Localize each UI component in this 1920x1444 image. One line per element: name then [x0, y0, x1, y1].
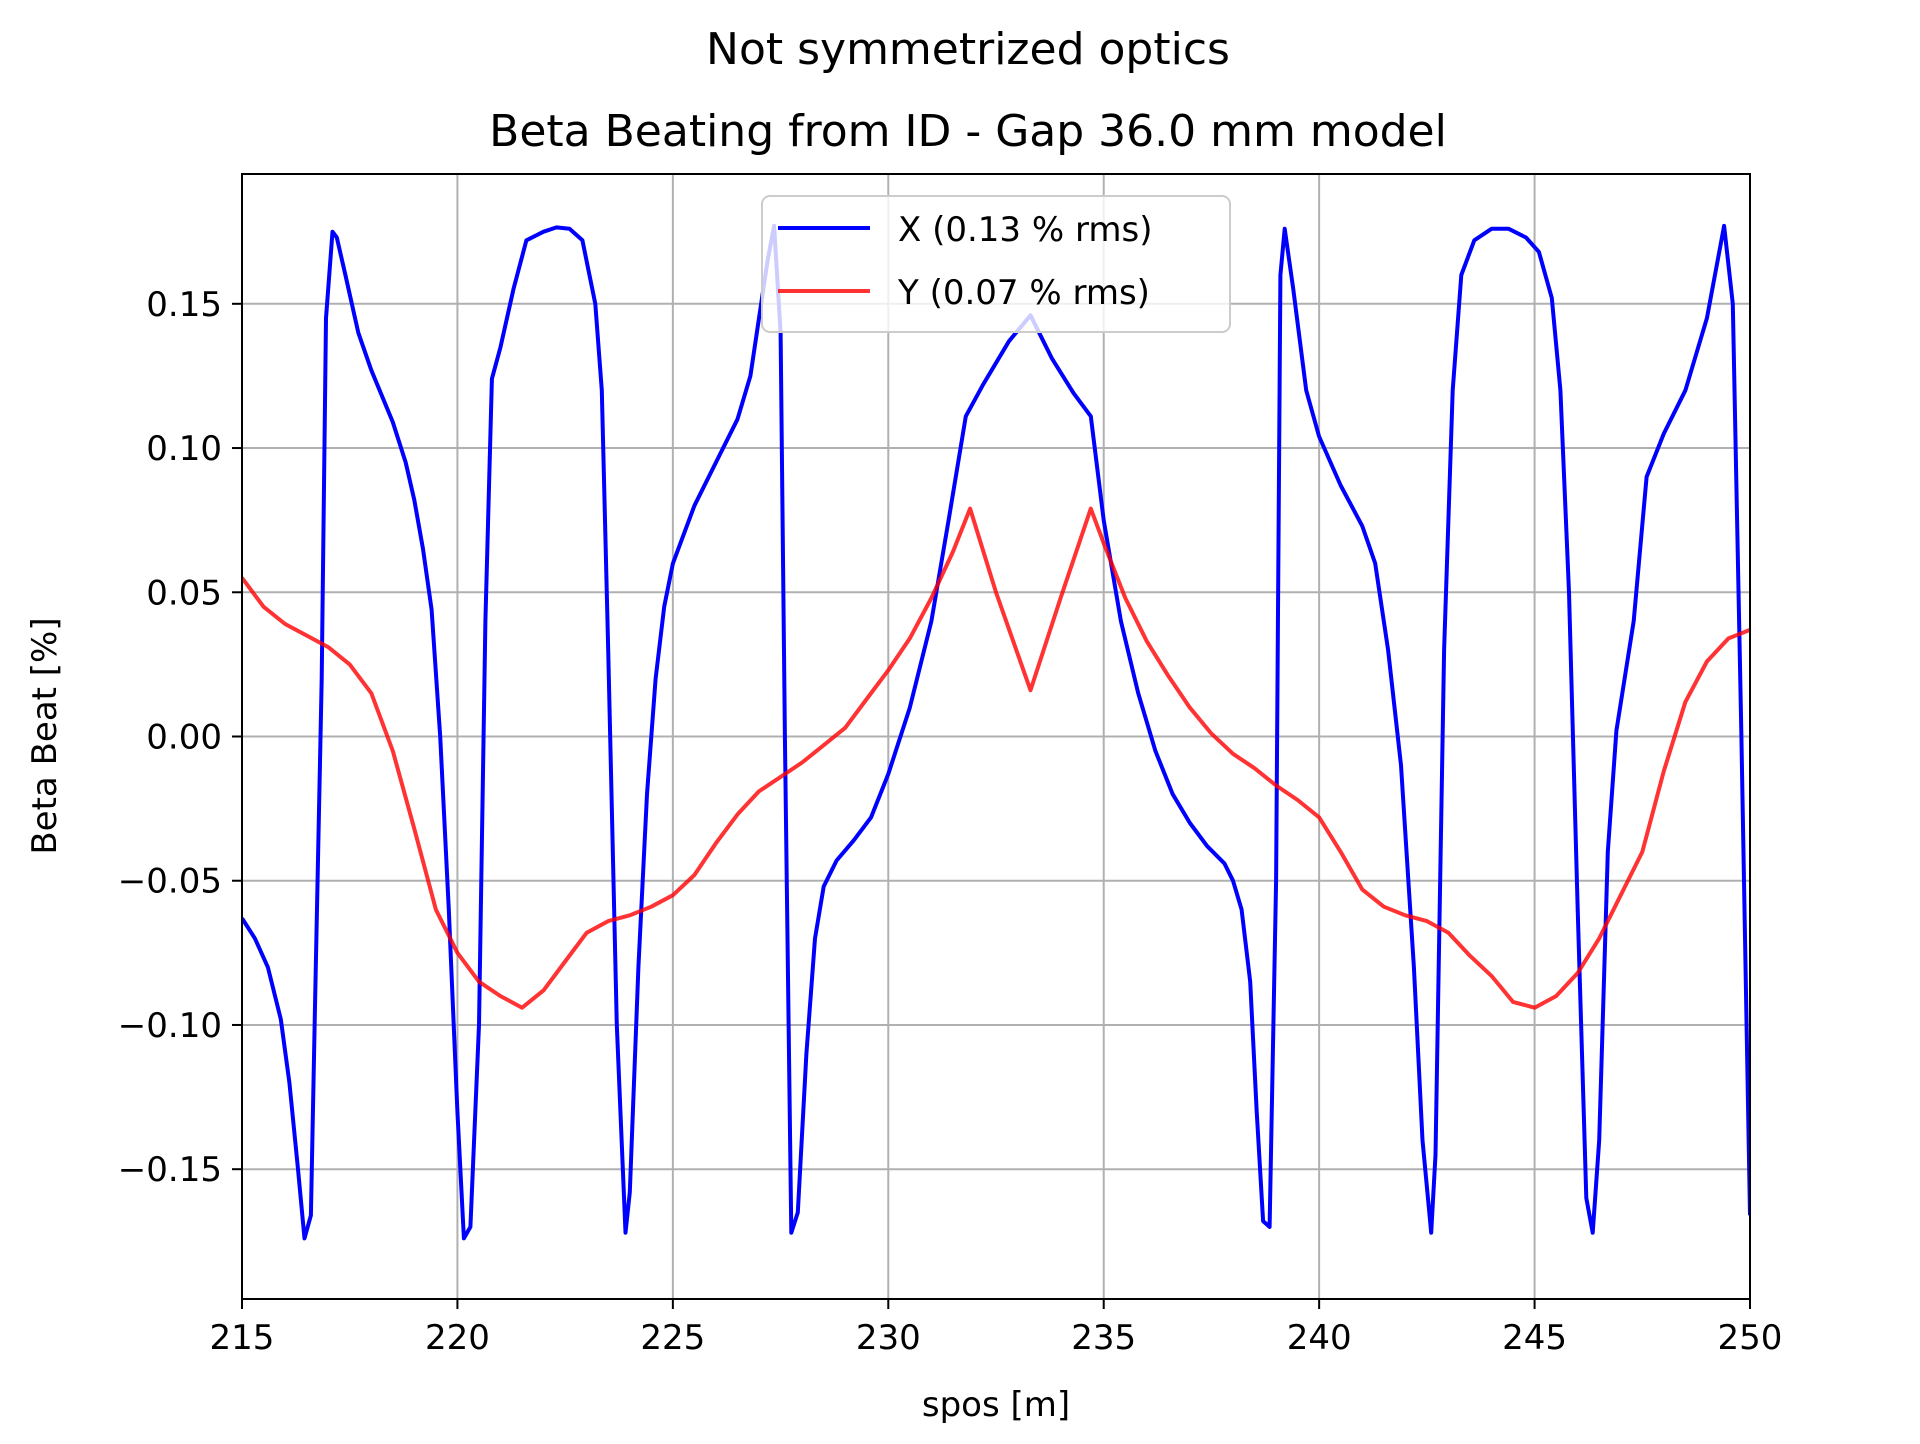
chart-subtitle: Beta Beating from ID - Gap 36.0 mm model	[489, 106, 1447, 157]
series-line-y	[242, 506, 1750, 1010]
x-tick-label: 225	[640, 1318, 705, 1358]
y-tick-label: 0.15	[146, 285, 222, 325]
y-axis-label: Beta Beat [%]	[25, 617, 65, 854]
series-line-x	[242, 223, 1750, 1241]
legend: X (0.13 % rms) Y (0.07 % rms)	[761, 195, 1231, 333]
y-tick-label: 0.10	[146, 429, 222, 469]
x-tick-label: 245	[1502, 1318, 1567, 1358]
y-tick-label: 0.00	[146, 718, 222, 758]
legend-box	[761, 195, 1231, 333]
x-axis-label: spos [m]	[922, 1385, 1070, 1425]
axis-ticks: 215 220 225 230 235 240 245 250 −0.15 −0.10 −0.05 0…	[118, 285, 1783, 1358]
y-tick-label: −0.15	[118, 1150, 222, 1190]
grid-lines	[241, 174, 1751, 1299]
series-lines	[242, 223, 1750, 1241]
x-tick-label: 235	[1071, 1318, 1136, 1358]
x-tick-label: 215	[210, 1318, 275, 1358]
x-tick-label: 230	[856, 1318, 921, 1358]
y-tick-label: −0.05	[118, 862, 222, 902]
legend-label-y: Y (0.07 % rms)	[897, 273, 1150, 313]
x-tick-label: 250	[1718, 1318, 1783, 1358]
y-tick-label: −0.10	[118, 1006, 222, 1046]
x-tick-label: 220	[425, 1318, 490, 1358]
chart-title: Not symmetrized optics	[706, 24, 1230, 75]
legend-label-x: X (0.13 % rms)	[898, 210, 1152, 250]
x-tick-label: 240	[1287, 1318, 1352, 1358]
y-tick-label: 0.05	[146, 573, 222, 613]
